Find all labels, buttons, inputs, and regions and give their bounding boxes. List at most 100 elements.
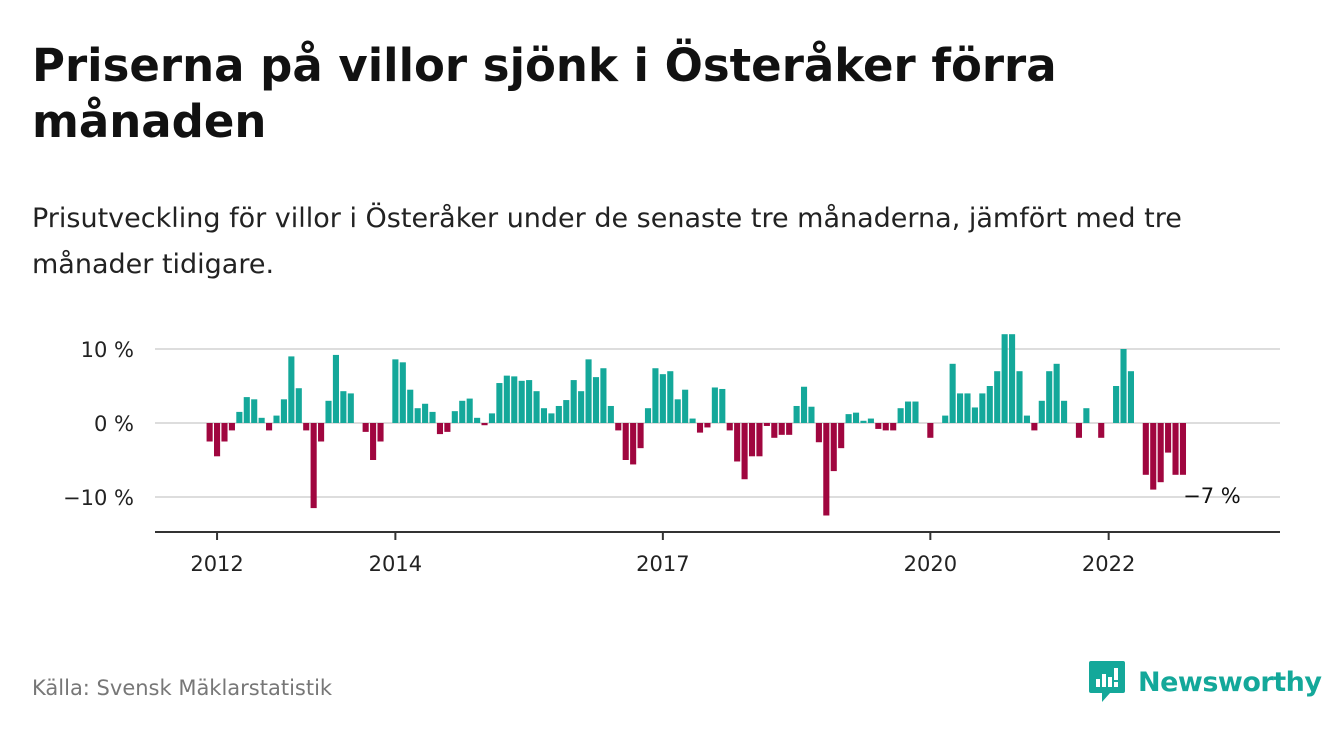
bar-negative xyxy=(221,423,228,442)
bar-positive xyxy=(860,420,867,423)
bar-positive xyxy=(852,412,860,423)
bar-negative xyxy=(370,423,377,460)
bar-positive xyxy=(808,406,815,423)
bar-positive xyxy=(1016,371,1023,423)
bar-positive xyxy=(719,388,726,423)
bar-negative xyxy=(214,423,221,457)
bar-positive xyxy=(667,371,674,423)
y-tick-label: 10 % xyxy=(81,338,134,362)
chart-title: Priserna på villor sjönk i Österåker för… xyxy=(32,39,1057,148)
bar-positive xyxy=(793,405,800,423)
chart-subtitle: Prisutveckling för villor i Österåker un… xyxy=(32,203,1182,280)
bar-positive xyxy=(607,405,614,423)
bar-negative xyxy=(823,423,830,516)
bar-positive xyxy=(912,401,919,423)
bar-positive xyxy=(325,400,332,423)
bar-positive xyxy=(994,371,1001,423)
bar-positive xyxy=(258,417,265,423)
bar-negative xyxy=(704,423,711,428)
bar-positive xyxy=(592,377,600,423)
bar-positive xyxy=(1120,349,1127,423)
bar-positive xyxy=(526,380,533,423)
bar-positive xyxy=(503,375,510,423)
bar-negative xyxy=(748,423,756,457)
bar-negative xyxy=(303,423,310,431)
bar-negative xyxy=(1157,423,1164,483)
bar-positive xyxy=(533,391,540,423)
bar-negative xyxy=(310,423,317,509)
bar-negative xyxy=(1098,423,1105,438)
bar-positive xyxy=(644,408,652,423)
bar-negative xyxy=(778,423,785,435)
bar-negative xyxy=(630,423,637,465)
bar-positive xyxy=(414,408,421,423)
bar-positive xyxy=(800,386,808,423)
bar-positive xyxy=(347,393,354,423)
bar-positive xyxy=(949,363,956,423)
bar-chart: 10 % 0 % −10 % 2012 2014 2017 2020 2022 −7 % xyxy=(63,334,1280,576)
bar-negative xyxy=(436,423,444,435)
bar-positive xyxy=(1009,334,1016,423)
bar-negative xyxy=(206,423,213,442)
bar-positive xyxy=(548,413,555,423)
bar-positive xyxy=(392,359,399,423)
brand-logo: Newsworthy xyxy=(1088,660,1322,704)
bar-positive xyxy=(1001,334,1008,423)
bar-negative xyxy=(228,423,235,431)
bar-positive xyxy=(1061,400,1068,423)
bar-negative xyxy=(726,423,733,431)
bar-negative xyxy=(266,423,273,431)
bar-positive xyxy=(422,403,429,423)
bar-positive xyxy=(399,362,406,423)
y-tick-label: 0 % xyxy=(94,412,134,436)
bar-positive xyxy=(652,368,659,423)
newsworthy-logo-icon xyxy=(1089,661,1125,702)
bar-positive xyxy=(570,380,577,423)
bar-positive xyxy=(474,417,481,423)
bar-positive xyxy=(845,414,852,423)
bar-negative xyxy=(1172,423,1179,475)
bar-negative xyxy=(741,423,748,480)
bar-positive xyxy=(964,393,971,423)
x-tick-label: 2022 xyxy=(1082,552,1135,576)
last-value-label: −7 % xyxy=(1183,484,1241,508)
bar-positive xyxy=(1113,386,1120,423)
bar-positive xyxy=(511,376,518,423)
bars xyxy=(206,334,1187,516)
bar-positive xyxy=(1038,400,1045,423)
bar-positive xyxy=(340,391,347,423)
bar-negative xyxy=(815,423,822,443)
y-tick-label: −10 % xyxy=(63,486,134,510)
bar-negative xyxy=(763,423,770,426)
bar-positive xyxy=(251,399,258,423)
bar-positive xyxy=(659,374,666,423)
bar-positive xyxy=(407,389,414,423)
bar-negative xyxy=(318,423,325,442)
bar-negative xyxy=(1179,423,1187,475)
bar-positive xyxy=(280,399,287,423)
bar-positive xyxy=(578,391,585,423)
y-axis-tick-labels: 10 % 0 % −10 % xyxy=(63,338,134,510)
bar-negative xyxy=(1142,423,1149,475)
bar-negative xyxy=(1031,423,1038,431)
bar-negative xyxy=(875,423,882,429)
bar-positive xyxy=(429,411,436,423)
bar-positive xyxy=(488,413,496,423)
bar-positive xyxy=(979,393,986,423)
x-axis-ticks: 2012 2014 2017 2020 2022 xyxy=(190,532,1135,576)
bar-positive xyxy=(689,418,696,423)
bar-negative xyxy=(786,423,793,435)
bar-positive xyxy=(236,411,243,423)
bar-positive xyxy=(555,405,562,423)
bar-positive xyxy=(711,387,718,423)
bar-positive xyxy=(540,408,548,423)
bar-positive xyxy=(451,411,458,423)
brand-name: Newsworthy xyxy=(1138,666,1322,698)
bar-negative xyxy=(771,423,778,438)
bar-negative xyxy=(890,423,897,431)
bar-negative xyxy=(882,423,889,431)
bar-negative xyxy=(481,423,488,426)
bar-positive xyxy=(295,388,302,423)
bar-positive xyxy=(1053,363,1060,423)
bar-negative xyxy=(615,423,622,431)
